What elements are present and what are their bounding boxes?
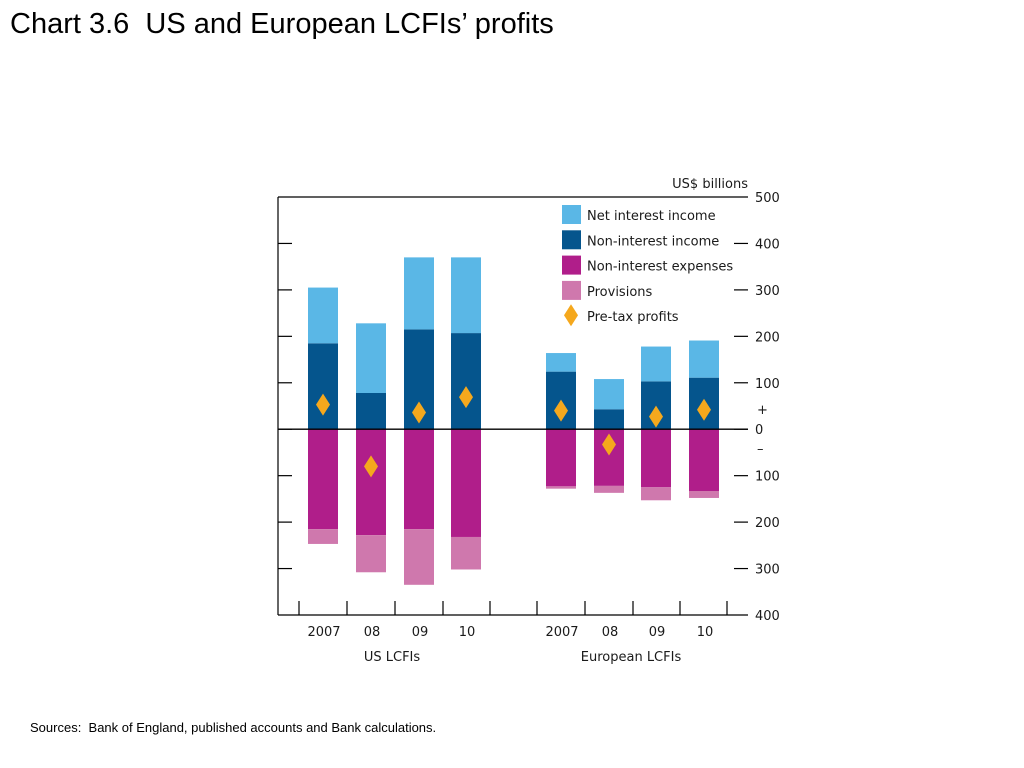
x-category-label: 10 [697, 625, 714, 640]
y-tick-label: 100 [755, 470, 780, 485]
bar-non-interest-expenses [546, 429, 576, 487]
source-note: Sources: Bank of England, published acco… [30, 720, 437, 735]
pre-tax-profit-marker [602, 433, 616, 456]
bar-net-interest-income [356, 323, 386, 393]
legend-swatch [562, 280, 581, 300]
y-tick-label: 200 [755, 516, 780, 531]
y-tick-label: 0 [755, 423, 763, 438]
x-group-label: US LCFIs [364, 650, 421, 665]
bar-provisions [689, 490, 719, 498]
bar-non-interest-income [308, 343, 338, 430]
bar-net-interest-income [689, 340, 719, 378]
legend-label: Net interest income [587, 209, 716, 224]
x-category-label: 2007 [307, 625, 340, 640]
legend-label: Non-interest expenses [587, 260, 733, 275]
plot-frame-group [277, 196, 748, 616]
page-title: Chart 3.6 US and European LCFIs’ profits [10, 8, 554, 40]
pre-tax-profit-marker [697, 398, 711, 421]
legend-label: Pre-tax profits [587, 310, 679, 325]
x-category-label: 2007 [545, 625, 578, 640]
y-tick-label: 100 [755, 377, 780, 392]
x-category-label: 10 [459, 625, 476, 640]
legend-swatch [562, 205, 581, 224]
legend: Net interest income Non-interest income No… [562, 205, 733, 327]
bar-non-interest-income [451, 333, 481, 430]
bar-provisions [594, 485, 624, 493]
bar-non-interest-income [594, 409, 624, 430]
bar-net-interest-income [641, 346, 671, 382]
legend-swatch-diamond [564, 304, 578, 327]
bar-provisions [546, 486, 576, 489]
bar-net-interest-income [308, 287, 338, 344]
markers-group [316, 386, 711, 478]
bar-non-interest-expenses [404, 429, 434, 530]
bar-net-interest-income [451, 257, 481, 334]
axis-group: 500 400 300 200 100 0 100 200 300 400 + – 2007 08 09 10… [278, 191, 780, 665]
legend-label: Provisions [587, 285, 653, 300]
bar-provisions [308, 529, 338, 544]
x-category-label: 09 [649, 625, 666, 640]
bar-provisions [356, 535, 386, 573]
y-tick-label: 200 [755, 330, 780, 345]
x-category-label: 09 [412, 625, 429, 640]
x-group-label: European LCFIs [581, 650, 682, 665]
bar-provisions [404, 529, 434, 585]
bar-non-interest-expenses [641, 429, 671, 488]
pre-tax-profit-marker [412, 401, 426, 424]
bars-group [308, 257, 719, 585]
bar-non-interest-expenses [689, 429, 719, 491]
bar-non-interest-expenses [356, 429, 386, 536]
x-category-label: 08 [602, 625, 619, 640]
unit-label: US$ billions [672, 177, 748, 192]
bar-non-interest-expenses [308, 429, 338, 530]
y-tick-label: 300 [755, 563, 780, 578]
pre-tax-profit-marker [554, 399, 568, 422]
bar-non-interest-expenses [451, 429, 481, 537]
y-tick-label: 400 [755, 609, 780, 624]
x-category-label: 08 [364, 625, 381, 640]
bar-provisions [641, 487, 671, 501]
bar-net-interest-income [404, 257, 434, 330]
legend-swatch [562, 255, 581, 275]
y-tick-label: 500 [755, 191, 780, 206]
pre-tax-profit-marker [459, 386, 473, 409]
legend-label: Non-interest income [587, 234, 719, 249]
positive-sign-marker: + [757, 403, 768, 418]
bar-non-interest-income [356, 392, 386, 430]
y-tick-label: 300 [755, 284, 780, 299]
legend-swatch [562, 230, 581, 250]
bar-net-interest-income [594, 379, 624, 410]
bar-net-interest-income [546, 353, 576, 372]
y-tick-label: 400 [755, 237, 780, 252]
pre-tax-profit-marker [316, 393, 330, 416]
pre-tax-profit-marker [364, 455, 378, 478]
pre-tax-profit-marker [649, 405, 663, 428]
negative-sign-marker: – [757, 442, 764, 457]
bar-provisions [451, 536, 481, 570]
